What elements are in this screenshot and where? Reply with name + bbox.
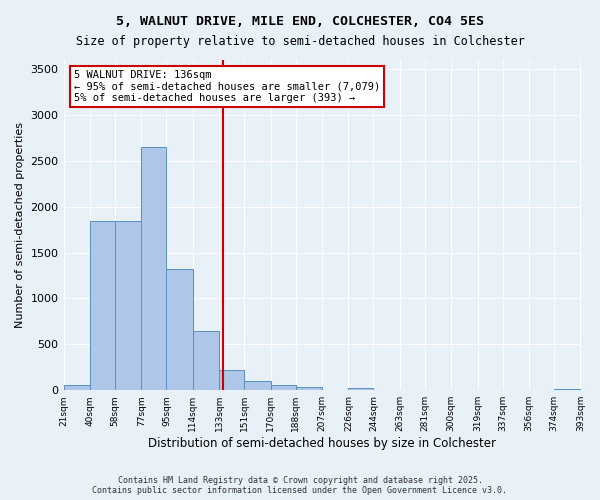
Bar <box>166 269 193 390</box>
Bar <box>296 387 322 390</box>
Bar <box>115 220 142 390</box>
Bar <box>554 389 581 390</box>
Text: 5, WALNUT DRIVE, MILE END, COLCHESTER, CO4 5ES: 5, WALNUT DRIVE, MILE END, COLCHESTER, C… <box>116 15 484 28</box>
Bar <box>271 384 296 390</box>
Bar <box>244 380 271 390</box>
Bar <box>142 147 166 390</box>
Bar <box>349 388 373 390</box>
Bar <box>219 370 244 390</box>
Text: Contains HM Land Registry data © Crown copyright and database right 2025.
Contai: Contains HM Land Registry data © Crown c… <box>92 476 508 495</box>
Text: Size of property relative to semi-detached houses in Colchester: Size of property relative to semi-detach… <box>76 35 524 48</box>
Text: 5 WALNUT DRIVE: 136sqm
← 95% of semi-detached houses are smaller (7,079)
5% of s: 5 WALNUT DRIVE: 136sqm ← 95% of semi-det… <box>74 70 380 103</box>
Bar <box>193 330 219 390</box>
X-axis label: Distribution of semi-detached houses by size in Colchester: Distribution of semi-detached houses by … <box>148 437 496 450</box>
Y-axis label: Number of semi-detached properties: Number of semi-detached properties <box>15 122 25 328</box>
Bar <box>90 220 115 390</box>
Bar <box>64 385 90 390</box>
